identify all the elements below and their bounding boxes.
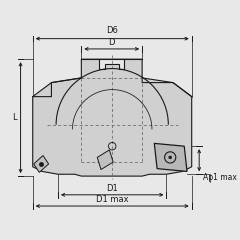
Text: D: D bbox=[108, 38, 114, 47]
Text: D1: D1 bbox=[106, 184, 118, 193]
Polygon shape bbox=[33, 59, 192, 176]
Text: D1 max: D1 max bbox=[96, 195, 129, 204]
Polygon shape bbox=[154, 143, 187, 171]
Text: Ap1 max: Ap1 max bbox=[203, 173, 237, 181]
Polygon shape bbox=[99, 59, 124, 69]
Text: L: L bbox=[12, 113, 16, 122]
Polygon shape bbox=[97, 150, 113, 170]
Circle shape bbox=[169, 156, 172, 159]
Polygon shape bbox=[34, 156, 49, 172]
Text: D6: D6 bbox=[106, 26, 118, 35]
